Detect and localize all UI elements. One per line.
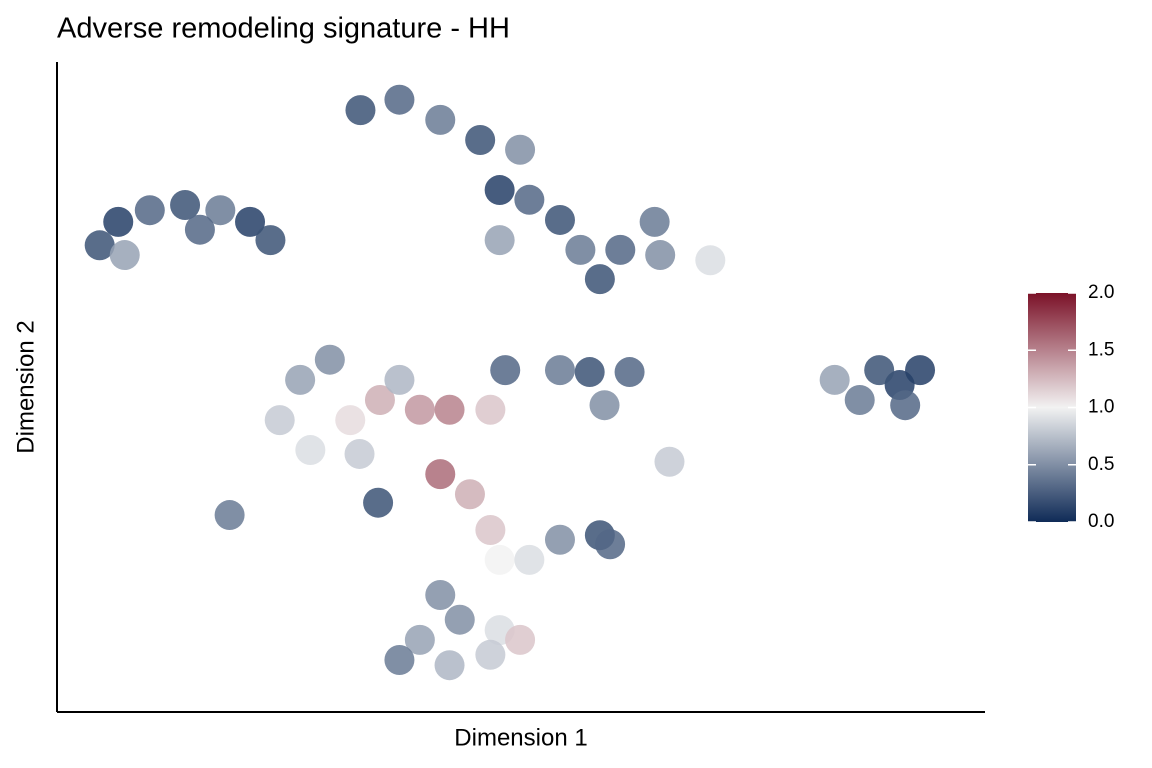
point <box>454 479 485 510</box>
point <box>544 204 575 235</box>
point <box>134 195 165 226</box>
point <box>654 446 685 477</box>
point <box>364 385 395 415</box>
point <box>605 234 636 265</box>
point <box>103 206 134 237</box>
point <box>844 385 875 415</box>
point <box>384 84 415 115</box>
point <box>544 355 575 386</box>
x-axis-label: Dimension 1 <box>454 724 587 751</box>
point <box>505 134 536 165</box>
point <box>645 240 676 271</box>
point <box>695 245 726 276</box>
point <box>565 234 596 265</box>
point <box>514 184 545 215</box>
point <box>475 515 506 545</box>
point <box>184 214 215 245</box>
point <box>285 364 316 395</box>
point <box>465 125 496 155</box>
point <box>335 405 366 436</box>
colorbar-tick-label: 2.0 <box>1088 282 1114 303</box>
point <box>214 500 245 531</box>
point <box>425 580 456 610</box>
point <box>434 394 465 425</box>
point <box>344 438 375 469</box>
y-axis-label: Dimension 2 <box>12 320 39 453</box>
point <box>595 529 626 560</box>
point <box>255 225 286 256</box>
point <box>205 195 236 226</box>
point <box>574 357 605 388</box>
point <box>170 190 201 220</box>
colorbar-tick-label: 1.5 <box>1088 339 1114 360</box>
point <box>425 104 456 135</box>
colorbar-tick-label: 1.0 <box>1088 397 1114 418</box>
point <box>345 95 376 126</box>
point <box>864 355 895 386</box>
point <box>404 394 435 425</box>
point <box>109 240 140 271</box>
point <box>614 357 645 388</box>
point <box>384 364 415 395</box>
point <box>235 206 266 237</box>
point <box>589 390 620 421</box>
point <box>475 394 506 425</box>
point <box>264 405 295 436</box>
point <box>490 355 521 386</box>
point <box>404 624 435 655</box>
point <box>905 355 936 386</box>
point <box>584 264 615 295</box>
point <box>819 364 850 395</box>
point <box>295 435 326 466</box>
point <box>84 230 115 261</box>
point <box>639 206 670 237</box>
point <box>505 624 536 655</box>
point <box>425 459 456 490</box>
point <box>363 487 394 518</box>
colorbar-tick-label: 0.0 <box>1088 511 1114 532</box>
point <box>484 544 515 575</box>
colorbar-tick-label: 0.5 <box>1088 454 1114 475</box>
point <box>484 225 515 256</box>
point <box>514 544 545 575</box>
point <box>314 344 345 375</box>
point <box>475 639 506 670</box>
point <box>444 604 475 635</box>
point <box>384 645 415 675</box>
point <box>484 175 515 206</box>
point <box>434 650 465 681</box>
point <box>890 390 921 421</box>
chart-title: Adverse remodeling signature - HH <box>57 13 510 45</box>
point <box>544 524 575 555</box>
